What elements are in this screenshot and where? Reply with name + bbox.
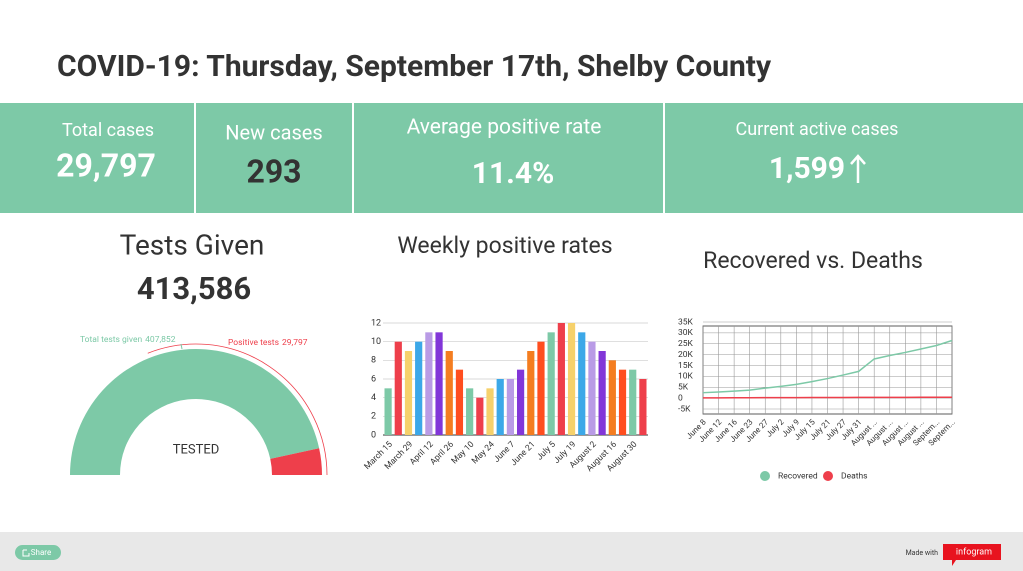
legend-swatch: [823, 471, 833, 481]
stat-label: Total cases: [62, 120, 154, 141]
bar: [486, 388, 494, 435]
y-tick-label: 30K: [678, 328, 694, 338]
y-tick-label: 20K: [678, 350, 694, 360]
y-tick-label: 10: [371, 337, 381, 347]
brand-logo[interactable]: [943, 544, 1001, 566]
stat-label: New cases: [225, 120, 322, 144]
bar: [455, 369, 464, 435]
gauge-label-value: 29,797: [282, 338, 308, 348]
y-tick-label: 0: [371, 430, 376, 440]
bar: [598, 351, 606, 435]
brand-text[interactable]: infogram: [956, 547, 992, 557]
stats-band: [0, 103, 1023, 213]
bar: [516, 369, 525, 435]
share-icon: [22, 549, 30, 557]
gauge-outline: [147, 343, 328, 476]
bar: [629, 369, 637, 435]
y-tick-label: 35K: [678, 317, 694, 327]
bar: [578, 332, 586, 435]
chart-title: Weekly positive rates: [397, 232, 612, 259]
stat-value: 11.4%: [472, 156, 555, 191]
x-tick-label: May 24: [470, 439, 497, 466]
divider: [352, 103, 354, 213]
y-tick-label: 0: [678, 393, 683, 403]
bar: [618, 369, 627, 435]
bar: [466, 388, 474, 435]
legend-swatch: [760, 471, 770, 481]
bar: [425, 332, 433, 435]
stat-value: 293: [246, 152, 301, 190]
gauge-center-label: TESTED: [173, 442, 220, 457]
y-tick-label: 4: [371, 393, 376, 403]
leader-line: [180, 343, 183, 350]
up-arrow: [850, 154, 866, 183]
bar: [415, 341, 423, 435]
stat-value: 1,599: [769, 151, 845, 186]
bar: [496, 379, 504, 435]
stat-label: Average positive rate: [407, 116, 602, 140]
divider: [663, 103, 665, 213]
made-with: Made with: [906, 549, 939, 557]
share-text[interactable]: Share: [31, 548, 51, 557]
bar: [384, 388, 392, 435]
x-tick-label: April 26: [428, 439, 456, 467]
y-tick-label: 12: [371, 318, 381, 328]
gauge-segment: [270, 448, 322, 475]
gauge-label: Positive tests 29,797: [228, 338, 308, 348]
stat-label: Current active cases: [736, 119, 899, 140]
gauge-segment: [70, 348, 320, 475]
y-tick-label: 2: [371, 412, 376, 422]
bar: [445, 351, 453, 435]
tests-value: 413,586: [137, 270, 251, 307]
y-tick-label: 8: [371, 356, 376, 366]
y-tick-label: 25K: [678, 339, 694, 349]
gauge-label-name: Positive tests: [228, 338, 279, 348]
bar: [394, 341, 402, 435]
footer: [0, 532, 1023, 571]
line-series: [702, 339, 953, 394]
bar: [588, 341, 596, 435]
bar: [639, 379, 647, 435]
page-title: COVID-19: Thursday, September 17th, Shel…: [57, 49, 772, 84]
bar: [527, 351, 535, 435]
bar: [608, 360, 616, 435]
chart-title: Recovered vs. Deaths: [703, 247, 923, 274]
y-tick-label: 6: [371, 374, 376, 384]
gauge-label-name: Total tests given: [80, 335, 142, 345]
bar: [435, 332, 443, 435]
bar: [404, 351, 413, 435]
y-tick-label: 10K: [678, 372, 694, 382]
legend-label: Recovered: [778, 471, 818, 481]
bar: [506, 379, 515, 435]
bar: [476, 397, 484, 435]
stat-value: 29,797: [56, 146, 156, 184]
tests-title: Tests Given: [120, 228, 265, 261]
y-tick-label: -5K: [678, 404, 691, 414]
bar: [537, 341, 545, 435]
legend-label: Deaths: [841, 471, 868, 481]
gauge-label-value: 407,852: [145, 335, 176, 345]
y-tick-label: 5K: [678, 383, 689, 393]
divider: [194, 103, 196, 213]
line-series: [702, 396, 953, 399]
bar: [557, 323, 565, 435]
bar: [547, 332, 555, 435]
y-tick-label: 15K: [678, 361, 694, 371]
bar: [567, 323, 576, 435]
gauge-label: Total tests given 407,852: [80, 335, 176, 345]
